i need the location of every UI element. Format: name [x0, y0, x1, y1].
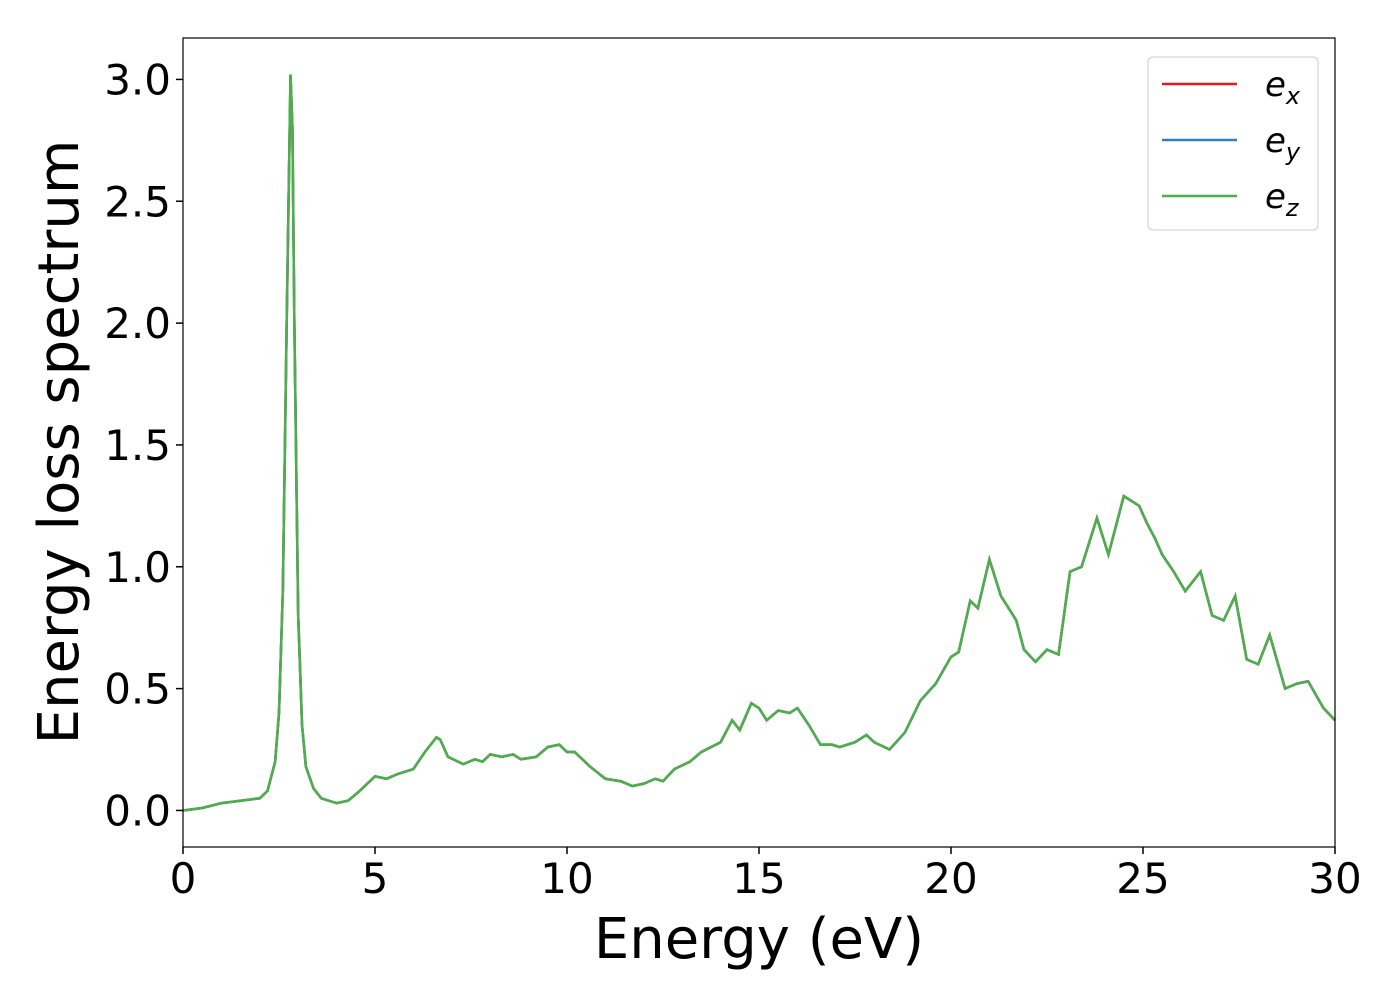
x-tick-label: 15: [732, 854, 785, 903]
x-tick-label: 0: [170, 854, 197, 903]
x-tick-label: 25: [1116, 854, 1169, 903]
y-tick-label: 0.5: [104, 665, 171, 714]
x-tick-label: 10: [540, 854, 593, 903]
y-tick-label: 0.0: [104, 786, 171, 835]
x-tick-label: 30: [1308, 854, 1361, 903]
plot-frame: [182, 37, 1336, 848]
x-tick-label: 5: [362, 854, 389, 903]
y-tick-label: 2.5: [104, 177, 171, 226]
y-tick-label: 1.0: [104, 543, 171, 592]
y-tick-label: 3.0: [104, 55, 171, 104]
y-tick-label: 1.5: [104, 421, 171, 470]
legend-box: [1147, 56, 1319, 231]
legend-label: ez: [1265, 177, 1300, 222]
y-tick-label: 2.0: [104, 299, 171, 348]
line-series: [182, 74, 1336, 812]
x-axis-label: Energy (eV): [594, 907, 924, 972]
y-axis-label: Energy loss spectrum: [27, 140, 92, 745]
x-tick-label: 20: [924, 854, 977, 903]
